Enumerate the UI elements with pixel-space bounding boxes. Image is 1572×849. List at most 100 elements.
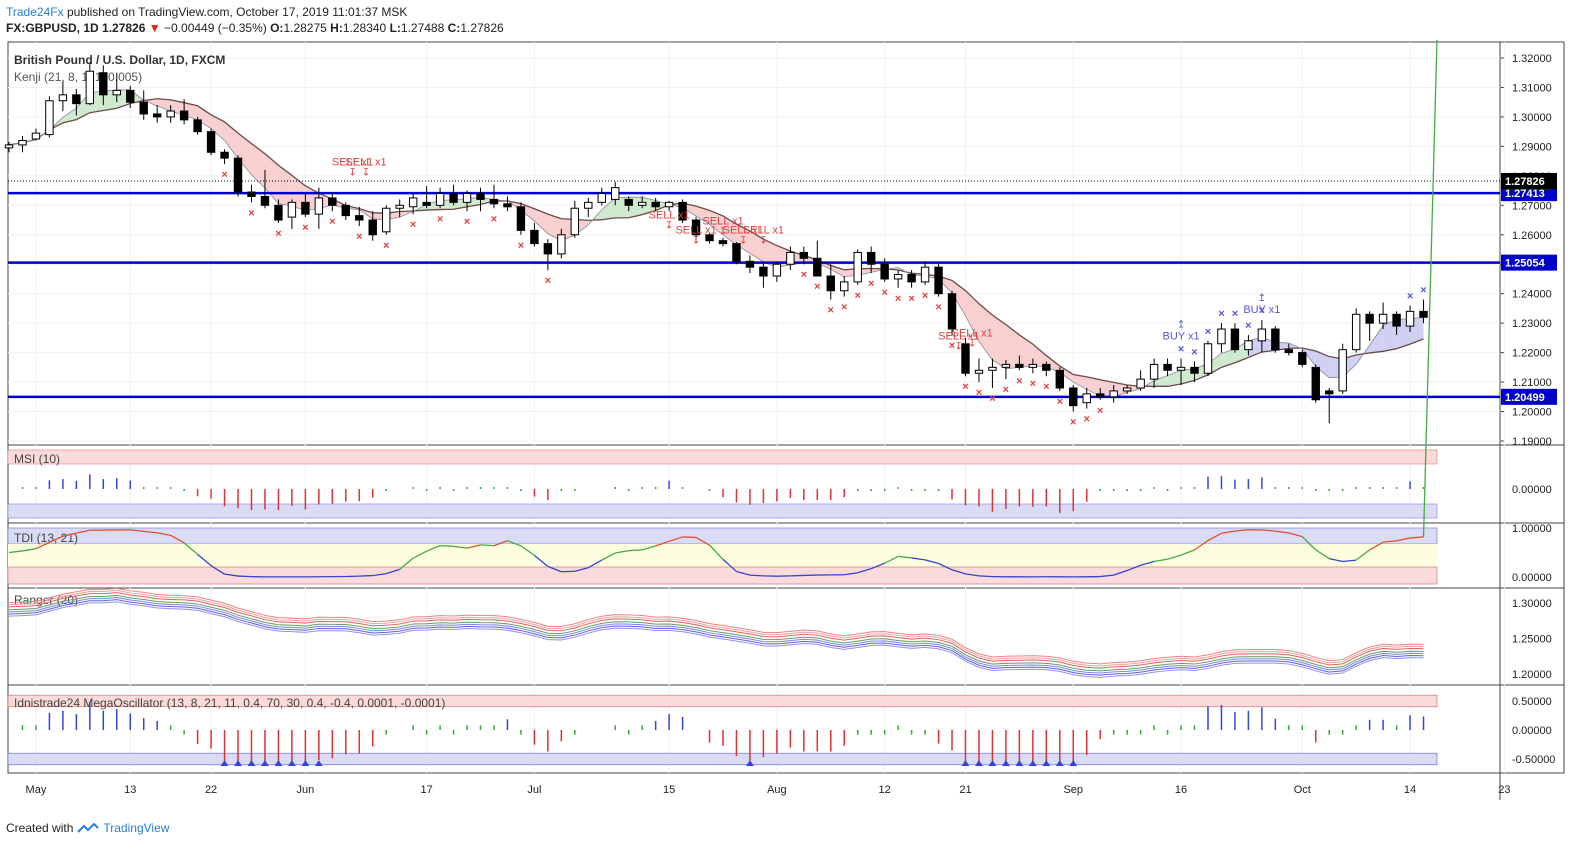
- buy-arrow-icon: ↥: [1177, 319, 1185, 330]
- mega-y-label: 0.50000: [1512, 696, 1552, 708]
- candle-body: [772, 263, 782, 277]
- tdi-line-segment: [143, 530, 158, 534]
- tdi-line-segment: [533, 554, 549, 567]
- chart-area[interactable]: 1.320001.310001.300001.290001.280001.270…: [0, 40, 1572, 816]
- ma-band-segment: [534, 208, 548, 234]
- signal-cross-icon: ×: [1259, 305, 1265, 317]
- candle-body: [341, 204, 350, 217]
- tdi-lower-zone: [7, 566, 1438, 585]
- mega-y-label: 0.00000: [1512, 725, 1552, 737]
- ranger-y-label: 1.25000: [1512, 634, 1552, 646]
- tdi-line-segment: [440, 544, 454, 547]
- candle-body: [786, 251, 795, 265]
- ma-band-segment: [1369, 325, 1384, 353]
- candle-body: [328, 197, 337, 206]
- close-label: C:: [447, 21, 461, 35]
- tdi-line-segment: [722, 558, 737, 572]
- x-tick-label: 22: [205, 784, 217, 796]
- tdi-line-segment: [1288, 532, 1303, 538]
- signal-cross-icon: ×: [881, 287, 887, 299]
- msi-y-label: 0.00000: [1512, 484, 1552, 496]
- last-price-tag: [1501, 172, 1557, 189]
- last-price: 1.27826: [102, 21, 146, 35]
- tdi-line-segment: [1329, 558, 1343, 563]
- mega-buy-triangle-icon: [314, 760, 323, 766]
- candle-body: [126, 89, 135, 103]
- tdi-line-segment: [466, 544, 481, 549]
- x-tick-label: Sep: [1063, 784, 1083, 796]
- signal-cross-icon: ×: [1030, 378, 1036, 390]
- signal-cross-icon: ×: [935, 302, 941, 314]
- tdi-mid-zone: [8, 544, 1437, 567]
- buy-signal-label: BUY x1: [1243, 304, 1280, 316]
- buy-arrow-icon: ↥: [1258, 293, 1266, 304]
- signal-cross-icon: ×: [1407, 290, 1413, 302]
- signal-cross-icon: ×: [1084, 414, 1090, 426]
- mega-buy-triangle-icon: [745, 760, 754, 766]
- publisher-brand[interactable]: Trade24Fx: [6, 5, 64, 19]
- signal-cross-icon: ×: [1218, 308, 1224, 320]
- high-label: H:: [330, 21, 343, 35]
- tradingview-brand[interactable]: TradingView: [103, 821, 170, 835]
- candle-body: [961, 343, 970, 374]
- candle-body: [355, 215, 364, 221]
- candle-body: [934, 266, 943, 295]
- signal-cross-icon: ×: [1043, 381, 1049, 393]
- candle-body: [395, 204, 404, 209]
- signal-cross-icon: ×: [828, 305, 834, 317]
- candle-body: [45, 100, 54, 136]
- ranger-line: [8, 599, 1424, 676]
- signal-cross-icon: ×: [1097, 405, 1103, 417]
- tdi-line-segment: [655, 540, 670, 547]
- ma-band-segment: [601, 197, 616, 220]
- tdi-line-segment: [493, 540, 508, 547]
- tdi-y-label: 0.00000: [1512, 572, 1552, 584]
- open-value: 1.28275: [283, 21, 327, 35]
- ma-band-segment: [763, 239, 777, 268]
- x-tick-label: 17: [420, 784, 432, 796]
- candle-body: [1365, 313, 1374, 324]
- high-value: 1.28340: [342, 21, 387, 35]
- tdi-line-segment: [978, 575, 993, 578]
- tdi-line-segment: [587, 559, 603, 569]
- tdi-line-segment: [130, 529, 144, 533]
- candle-body: [1109, 390, 1118, 398]
- candle-body: [4, 144, 14, 149]
- candle-body: [1069, 387, 1078, 407]
- tdi-line-segment: [938, 562, 953, 571]
- candle-body: [422, 201, 431, 206]
- ma-band-segment: [1005, 324, 1020, 369]
- candle-body: [166, 110, 175, 118]
- level-price-tag: [1501, 254, 1557, 271]
- y-tick-label: 1.26000: [1512, 230, 1552, 242]
- candle-body: [1042, 363, 1051, 371]
- tdi-line-segment: [911, 557, 926, 561]
- sell-arrow-icon: ↧: [759, 235, 767, 246]
- ranger-line: [8, 587, 1424, 665]
- ma-band-segment: [211, 114, 225, 141]
- tdi-line-segment: [1113, 569, 1128, 576]
- open-label: O:: [270, 21, 284, 35]
- x-tick-label: 15: [663, 784, 675, 796]
- candle-body: [489, 198, 499, 205]
- tdi-line-segment: [1140, 560, 1155, 566]
- candle-body: [503, 203, 512, 208]
- candle-body: [408, 197, 418, 208]
- tdi-line-segment: [1153, 558, 1168, 563]
- candle-body: [840, 281, 849, 292]
- ma-slow-line: [8, 98, 1424, 387]
- candle-body: [435, 193, 445, 206]
- y-tick-label: 1.22000: [1512, 348, 1552, 360]
- signal-cross-icon: ×: [814, 281, 820, 293]
- signal-cross-icon: ×: [801, 269, 807, 281]
- candle-body: [1284, 349, 1294, 354]
- sell-arrow-icon: ↧: [362, 168, 370, 179]
- x-tick-label: 12: [879, 784, 891, 796]
- signal-cross-icon: ×: [221, 169, 227, 181]
- signal-cross-icon: ×: [356, 231, 362, 243]
- ma-band-segment: [696, 206, 710, 225]
- last-price-label: 1.27826: [1505, 176, 1545, 188]
- tdi-line-segment: [1126, 564, 1141, 572]
- mega-title: Idnistrade24 MegaOscillator (13, 8, 21, …: [14, 696, 445, 710]
- signal-cross-icon: ×: [1205, 326, 1211, 338]
